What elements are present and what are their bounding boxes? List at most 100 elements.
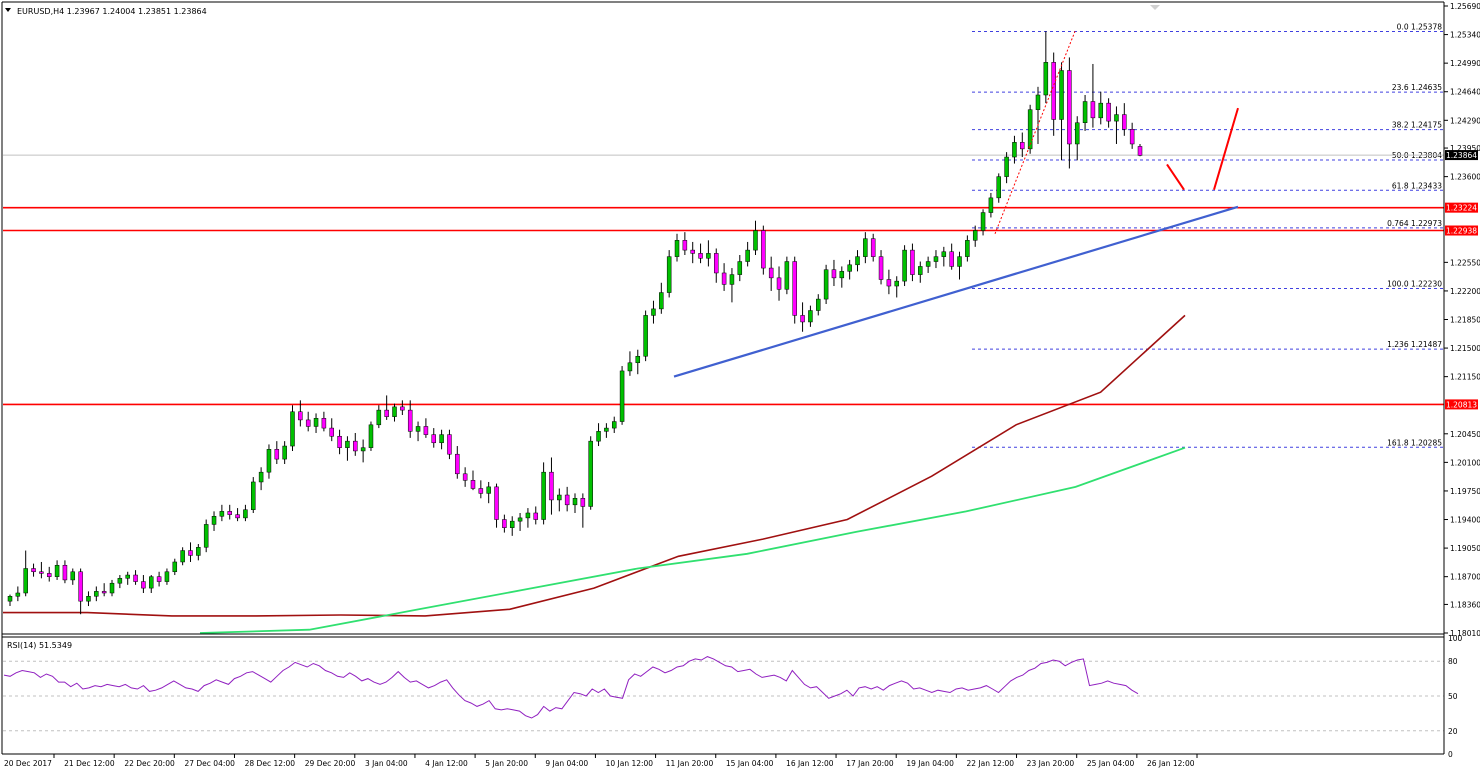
candle-bull bbox=[1114, 114, 1119, 122]
time-tick-label: 29 Dec 20:00 bbox=[305, 759, 356, 768]
rsi-tick-label: 20 bbox=[1448, 727, 1458, 736]
candle-bull bbox=[651, 308, 656, 316]
price-tick-label: 1.22200 bbox=[1450, 287, 1480, 296]
candle-bear bbox=[462, 473, 468, 481]
price-tick-label: 1.22550 bbox=[1450, 258, 1480, 267]
menu-triangle-icon[interactable] bbox=[5, 8, 11, 12]
projection-down-line bbox=[1166, 163, 1185, 191]
candle-bear bbox=[400, 406, 405, 411]
candle-bull bbox=[965, 240, 970, 257]
candle-bear bbox=[46, 573, 52, 577]
candle-bear bbox=[321, 418, 327, 429]
candle-bull bbox=[117, 578, 123, 584]
rsi-line bbox=[3, 656, 1139, 719]
candle-bear bbox=[1122, 114, 1127, 130]
candle-bull bbox=[753, 230, 758, 251]
candle-bull bbox=[164, 571, 170, 582]
candle-bear bbox=[39, 571, 44, 574]
candle-bull bbox=[70, 571, 76, 581]
price-tick-label: 1.23950 bbox=[1450, 144, 1480, 153]
candle-bull bbox=[486, 486, 491, 494]
rsi-tick-label: 80 bbox=[1448, 657, 1458, 666]
candle-bull bbox=[243, 509, 248, 519]
candle-bear bbox=[78, 571, 83, 602]
candle-bull bbox=[604, 427, 609, 432]
price-tick-label: 1.25340 bbox=[1450, 31, 1480, 40]
candle-bull bbox=[635, 355, 641, 364]
indicator-lines bbox=[3, 314, 1186, 634]
candle-bear bbox=[870, 238, 876, 257]
candle-bear bbox=[800, 315, 805, 323]
fib-label: 38.2 1.24175 bbox=[1392, 121, 1442, 130]
projection-up-line bbox=[1213, 107, 1239, 190]
price-tick-label: 1.24640 bbox=[1450, 88, 1480, 97]
fib-label: 0.0 1.25378 bbox=[1397, 22, 1443, 31]
candle-bear bbox=[714, 253, 719, 274]
ma-200-line bbox=[3, 314, 1186, 617]
time-tick-label: 16 Jan 12:00 bbox=[786, 759, 834, 768]
candle-bear bbox=[188, 550, 193, 556]
scroll-marker-icon[interactable] bbox=[1150, 5, 1160, 10]
candle-bear bbox=[698, 253, 703, 259]
candle-bull bbox=[180, 550, 185, 563]
candle-bull bbox=[784, 261, 790, 290]
candles bbox=[7, 31, 1143, 615]
price-tick-label: 1.19400 bbox=[1450, 516, 1480, 525]
candle-bull bbox=[957, 256, 962, 267]
candle-bull bbox=[290, 411, 295, 447]
candle-bear bbox=[455, 453, 460, 475]
candle-bear bbox=[62, 564, 68, 581]
time-tick-label: 21 Dec 12:00 bbox=[64, 759, 115, 768]
candle-bull bbox=[925, 261, 931, 267]
candle-bull bbox=[7, 596, 13, 602]
time-tick-label: 22 Dec 20:00 bbox=[124, 759, 175, 768]
time-tick-label: 9 Jan 04:00 bbox=[545, 759, 588, 768]
candle-bull bbox=[918, 266, 923, 275]
price-tick-label: 1.20450 bbox=[1450, 430, 1480, 439]
price-tick-label: 1.20100 bbox=[1450, 458, 1480, 467]
candle-bull bbox=[203, 524, 209, 548]
price-tick-label: 1.23600 bbox=[1450, 173, 1480, 182]
price-tick-label: 1.18010 bbox=[1450, 629, 1480, 638]
price-tick-label: 1.24290 bbox=[1450, 116, 1480, 125]
candle-bull bbox=[627, 362, 633, 372]
time-tick-label: 26 Jan 12:00 bbox=[1147, 759, 1195, 768]
time-tick-label: 19 Jan 04:00 bbox=[906, 759, 954, 768]
candle-bear bbox=[580, 498, 586, 507]
rsi-tick-label: 100 bbox=[1448, 634, 1463, 643]
price-tick-label: 1.21850 bbox=[1450, 316, 1480, 325]
candle-bull bbox=[902, 249, 907, 282]
candle-bull bbox=[855, 256, 860, 266]
candle-bear bbox=[470, 480, 476, 489]
candle-bear bbox=[792, 261, 797, 316]
candle-bull bbox=[619, 370, 625, 422]
candle-bull bbox=[266, 449, 272, 473]
candle-bear bbox=[141, 581, 146, 589]
time-tick-label: 28 Dec 12:00 bbox=[245, 759, 296, 768]
candle-bear bbox=[682, 240, 688, 251]
candle-bear bbox=[949, 251, 954, 267]
candle-bull bbox=[941, 251, 947, 257]
candle-bear bbox=[447, 434, 452, 455]
candle-bear bbox=[274, 449, 280, 460]
price-label-box bbox=[1445, 399, 1478, 410]
drawing-objects bbox=[673, 31, 1239, 378]
candle-bull bbox=[541, 471, 546, 520]
candle-bear bbox=[690, 249, 695, 254]
candle-bear bbox=[1106, 102, 1111, 122]
candle-bull bbox=[863, 238, 868, 257]
candle-bull bbox=[360, 447, 366, 452]
trendline bbox=[673, 205, 1239, 378]
fib-label: 61.8 1.23433 bbox=[1392, 181, 1442, 190]
candle-bull bbox=[86, 596, 91, 602]
candle-bear bbox=[337, 435, 342, 448]
candle-bear bbox=[721, 272, 727, 285]
ma-green-line bbox=[199, 446, 1186, 634]
candle-bear bbox=[1090, 101, 1096, 119]
candle-bull bbox=[674, 240, 680, 257]
candle-bull bbox=[572, 498, 578, 506]
candle-bull bbox=[94, 591, 99, 597]
candle-bear bbox=[564, 494, 570, 506]
candle-bull bbox=[525, 512, 531, 519]
